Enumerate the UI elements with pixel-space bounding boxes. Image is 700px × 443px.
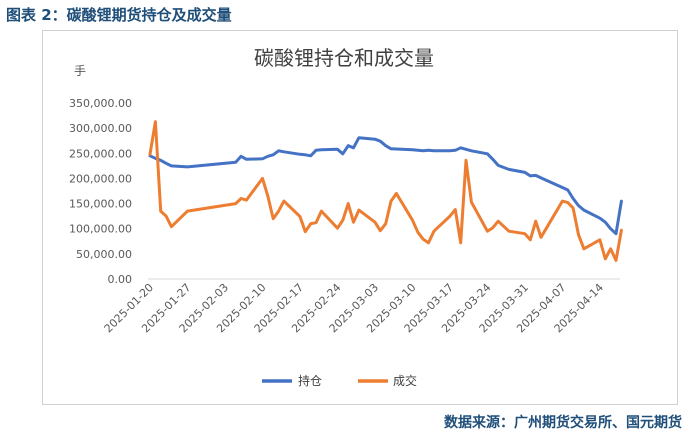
- legend-label-volume: 成交: [393, 373, 417, 388]
- y-tick-label: 50,000.00: [76, 248, 132, 261]
- data-source: 数据来源：广州期货交易所、国元期货: [444, 415, 682, 431]
- y-tick-label: 300,000.00: [69, 122, 132, 135]
- legend-label-holding: 持仓: [298, 373, 322, 388]
- chart-title: 碳酸锂持仓和成交量: [254, 46, 434, 70]
- y-axis-unit: 手: [74, 64, 86, 78]
- chart-frame: [42, 30, 678, 405]
- y-tick-label: 150,000.00: [69, 198, 132, 211]
- figure-caption: 图表 2：碳酸锂期货持仓及成交量: [6, 6, 232, 24]
- y-tick-label: 200,000.00: [69, 172, 132, 185]
- y-tick-label: 100,000.00: [69, 223, 132, 236]
- y-tick-label: 0.00: [108, 273, 133, 286]
- y-tick-label: 350,000.00: [69, 97, 132, 110]
- series-line-holding: [148, 136, 623, 236]
- series-line-volume: [148, 120, 623, 262]
- y-tick-label: 250,000.00: [69, 147, 132, 160]
- legend: 持仓 成交: [262, 373, 417, 388]
